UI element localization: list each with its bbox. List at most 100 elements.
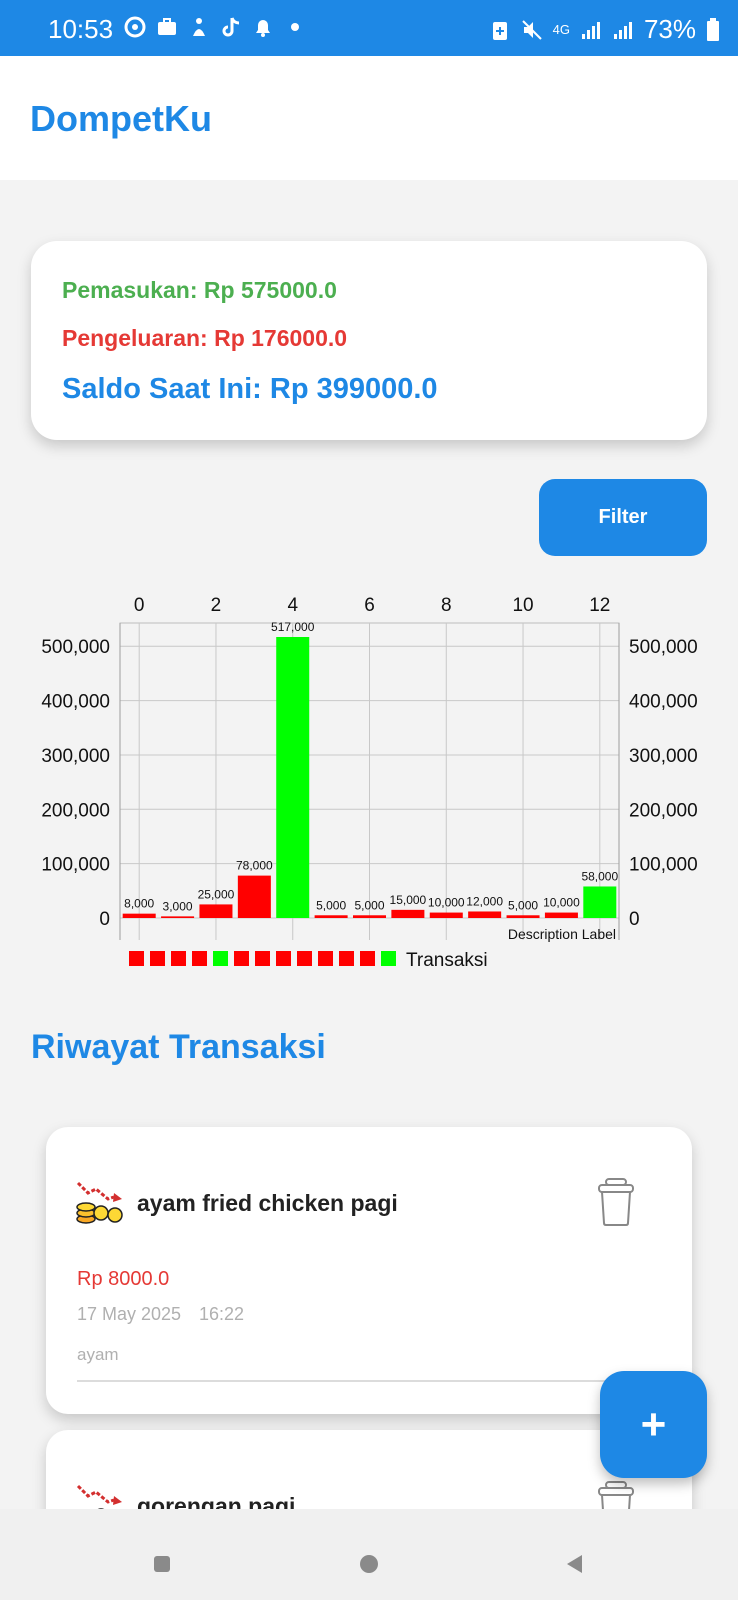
transaction-bar-chart: 0 0 100,000 100,000 200,000 200,000 300,000 300… — [41, 595, 698, 971]
legend-swatch — [171, 951, 186, 966]
transaction-card[interactable]: ayam fried chicken pagi Rp 8000.0 17 May… — [46, 1127, 692, 1414]
notification-icons — [124, 16, 306, 38]
dot-icon — [291, 23, 299, 31]
y-tick-left: 0 — [99, 909, 110, 930]
x-tick: 2 — [211, 595, 222, 616]
transaction-name: ayam fried chicken pagi — [137, 1190, 398, 1216]
y-tick-right: 200,000 — [629, 800, 698, 821]
y-tick-left: 100,000 — [41, 855, 110, 876]
bar — [352, 915, 387, 918]
legend-swatch — [150, 951, 165, 966]
y-tick-right: 0 — [629, 909, 640, 930]
status-bar: 10:53 4G 73% — [0, 0, 738, 56]
bar — [391, 909, 425, 918]
y-tick-right: 300,000 — [629, 746, 698, 767]
transaction-date: 17 May 2025 — [77, 1304, 182, 1324]
expense-coins-icon — [76, 1181, 123, 1224]
bar-value-label: 3,000 — [163, 899, 193, 913]
legend-swatch — [276, 951, 291, 966]
x-tick: 10 — [512, 595, 533, 616]
transaction-description: ayam — [77, 1345, 119, 1364]
bar-value-label: 10,000 — [428, 896, 465, 910]
x-tick: 12 — [589, 595, 610, 616]
bar-value-label: 5,000 — [354, 898, 384, 912]
x-tick: 8 — [441, 595, 452, 616]
x-tick: 0 — [134, 595, 145, 616]
mute-icon — [521, 19, 542, 40]
x-tick: 6 — [364, 595, 375, 616]
bar — [468, 911, 502, 918]
legend-swatch — [339, 951, 354, 966]
app-notification-icon — [124, 16, 146, 38]
balance-text: Saldo Saat Ini: Rp 399000.0 — [62, 373, 438, 405]
x-tick: 4 — [287, 595, 298, 616]
legend-swatch — [381, 951, 396, 966]
bar-value-label: 5,000 — [508, 898, 538, 912]
alarm-icon — [256, 20, 270, 37]
network-type: 4G — [552, 22, 570, 37]
legend-swatch — [255, 951, 270, 966]
bar-value-label: 58,000 — [581, 869, 618, 883]
add-transaction-button[interactable]: + — [600, 1371, 707, 1478]
signal-icon-2 — [613, 21, 632, 39]
y-tick-left: 300,000 — [41, 746, 110, 767]
transaction-time: 16:22 — [199, 1304, 245, 1324]
legend-swatch — [129, 951, 144, 966]
bar — [237, 875, 271, 918]
expense-text: Pengeluaran: Rp 176000.0 — [62, 325, 348, 351]
system-nav-bar — [0, 1509, 738, 1600]
y-tick-left: 400,000 — [41, 692, 110, 713]
trash-icon[interactable] — [596, 1177, 636, 1227]
status-time: 10:53 — [48, 14, 114, 44]
bar — [314, 915, 348, 918]
summary-card: Pemasukan: Rp 575000.0 Pengeluaran: Rp 1… — [31, 241, 707, 440]
signal-icon — [581, 21, 600, 39]
app-bar: DompetKu — [0, 56, 738, 180]
home-button[interactable] — [360, 1555, 378, 1573]
legend-swatch — [192, 951, 207, 966]
legend-swatch — [213, 951, 228, 966]
bar-value-label: 15,000 — [390, 893, 427, 907]
bar-value-label: 517,000 — [271, 620, 315, 634]
bar-value-label: 78,000 — [236, 859, 273, 873]
legend-swatch — [360, 951, 375, 966]
battery-percent: 73% — [643, 14, 696, 44]
y-tick-right: 400,000 — [629, 692, 698, 713]
legend-swatch — [234, 951, 249, 966]
tiktok-icon — [222, 17, 240, 37]
y-tick-right: 500,000 — [629, 637, 698, 658]
bar — [199, 904, 233, 918]
section-title: Riwayat Transaksi — [31, 1028, 326, 1066]
recent-apps-button[interactable] — [154, 1556, 170, 1572]
y-tick-right: 100,000 — [629, 855, 698, 876]
filter-button[interactable]: Filter — [539, 479, 707, 556]
bar-value-label: 10,000 — [543, 896, 580, 910]
bar — [544, 912, 578, 918]
app-title: DompetKu — [30, 98, 212, 139]
bar — [583, 886, 617, 918]
legend-swatch — [318, 951, 333, 966]
divider — [77, 1380, 617, 1382]
bar — [161, 916, 195, 918]
transaction-amount: Rp 8000.0 — [77, 1268, 170, 1290]
bar — [429, 912, 463, 918]
bar-value-label: 5,000 — [316, 898, 346, 912]
y-tick-left: 200,000 — [41, 800, 110, 821]
bar-value-label: 25,000 — [198, 887, 235, 901]
briefcase-icon — [158, 18, 176, 35]
bar — [506, 915, 540, 918]
chart-description: Description Label — [508, 926, 616, 942]
battery-saver-icon — [492, 21, 507, 40]
back-button[interactable] — [567, 1555, 582, 1573]
battery-icon — [707, 17, 719, 41]
income-text: Pemasukan: Rp 575000.0 — [62, 277, 337, 303]
legend-swatch — [297, 951, 312, 966]
bar-value-label: 8,000 — [124, 897, 154, 911]
bar-value-label: 12,000 — [466, 894, 503, 908]
figure-icon — [193, 18, 205, 36]
status-right: 4G 73% — [489, 14, 720, 45]
bar — [276, 637, 310, 918]
y-tick-left: 500,000 — [41, 637, 110, 658]
legend-label: Transaksi — [406, 950, 488, 971]
bar — [122, 913, 156, 918]
